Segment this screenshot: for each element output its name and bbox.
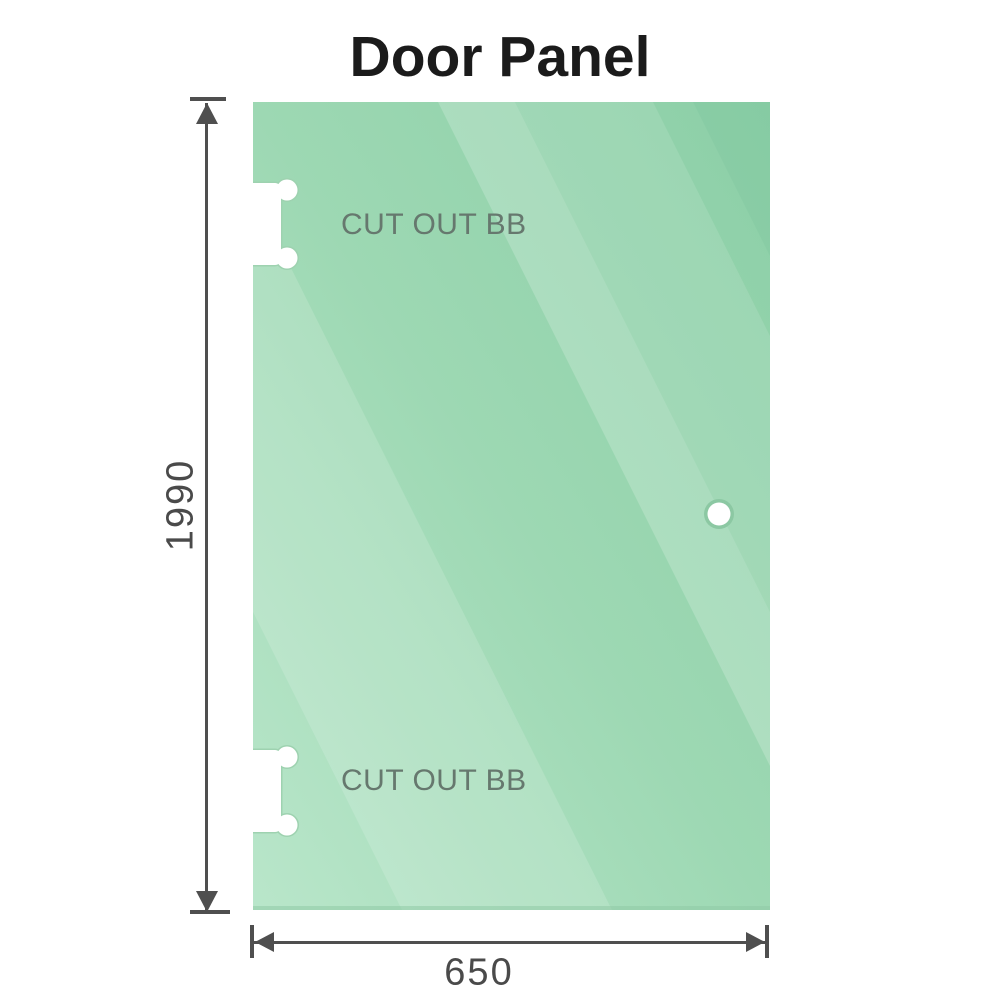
width-dim-arrow-left-icon xyxy=(255,932,274,952)
reflection-streak-bright xyxy=(438,102,770,766)
handle-hole xyxy=(704,499,734,529)
panel-bottom-edge xyxy=(253,906,770,910)
height-dim-value: 1990 xyxy=(159,458,202,552)
reflection-streak-left xyxy=(253,192,612,910)
diagram-title: Door Panel xyxy=(349,25,651,89)
glass-surface xyxy=(253,102,770,910)
shade-right-edge xyxy=(693,102,770,910)
hinge-cutout-top xyxy=(253,178,299,270)
hinge-cutout-bottom xyxy=(253,745,299,837)
glass-panel: CUT OUT BB CUT OUT BB xyxy=(253,102,770,910)
cutout-bottom-label: CUT OUT BB xyxy=(341,764,527,797)
width-dim-value: 650 xyxy=(444,951,514,994)
width-dim-tick-left xyxy=(250,925,254,958)
cutout-top-label: CUT OUT BB xyxy=(341,208,527,241)
width-dim-arrow-right-icon xyxy=(746,932,765,952)
height-dim-line xyxy=(205,103,208,910)
width-dim-tick-right xyxy=(765,925,769,958)
reflection-streak-wide xyxy=(515,102,770,612)
height-dim-tick-bottom xyxy=(190,910,230,914)
height-dim-tick-top xyxy=(190,97,226,101)
width-dim-line xyxy=(253,941,768,944)
height-dim-arrow-up-icon xyxy=(196,103,218,124)
height-dim-arrow-down-icon xyxy=(196,891,218,912)
